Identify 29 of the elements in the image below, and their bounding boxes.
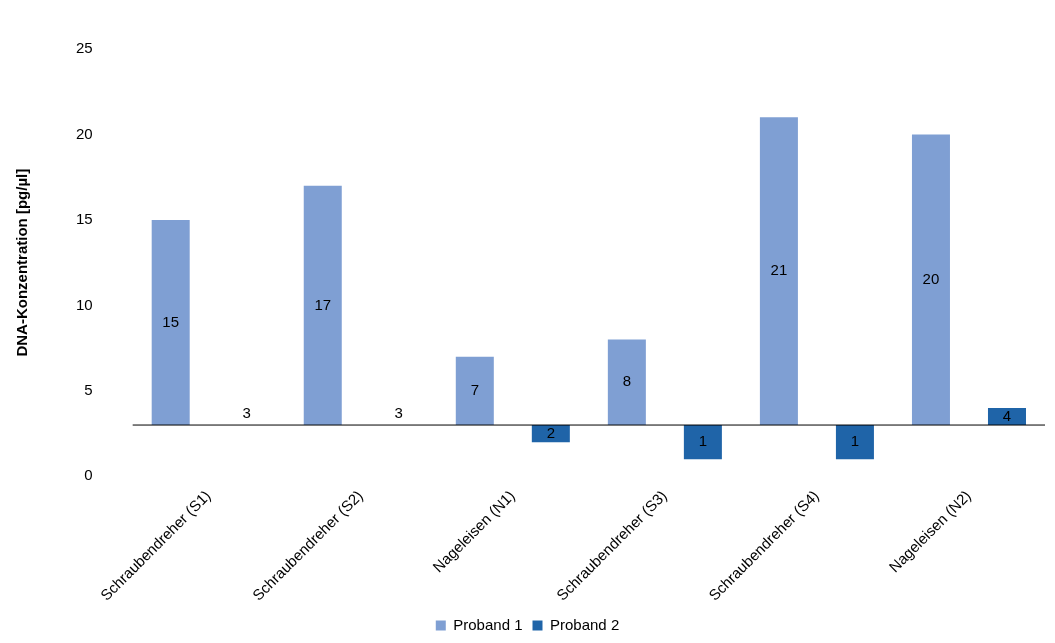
annotation: 3	[394, 403, 403, 421]
data-label: 2	[546, 423, 555, 441]
data-label: 1	[850, 432, 860, 450]
bar	[835, 425, 874, 460]
bar	[455, 356, 494, 426]
bar	[607, 339, 646, 426]
bar	[683, 425, 722, 460]
legend-label: Proband 1	[453, 615, 523, 633]
data-label: 21	[770, 261, 788, 279]
y-tick-label: 5	[84, 381, 93, 398]
y-tick-label: 15	[76, 210, 93, 228]
data-label: 7	[470, 381, 479, 398]
legend-label: Proband 2	[550, 615, 620, 633]
bar	[911, 134, 950, 426]
data-label: 4	[1002, 406, 1012, 424]
y-tick-label: 20	[76, 124, 93, 142]
bar	[151, 219, 190, 426]
data-label: 20	[922, 269, 940, 287]
data-label: 17	[314, 295, 332, 313]
y-tick-label: 25	[76, 39, 93, 57]
bar	[303, 185, 342, 426]
y-axis-title: DNA-Konzentration [pg/µl]	[13, 168, 31, 357]
y-tick-label: 10	[76, 295, 93, 313]
bar	[759, 117, 798, 426]
y-tick-label: 0	[84, 466, 93, 484]
data-label: 1	[698, 432, 708, 450]
annotation: 3	[242, 403, 251, 421]
data-label: 15	[162, 312, 180, 330]
data-label: 8	[622, 372, 632, 390]
